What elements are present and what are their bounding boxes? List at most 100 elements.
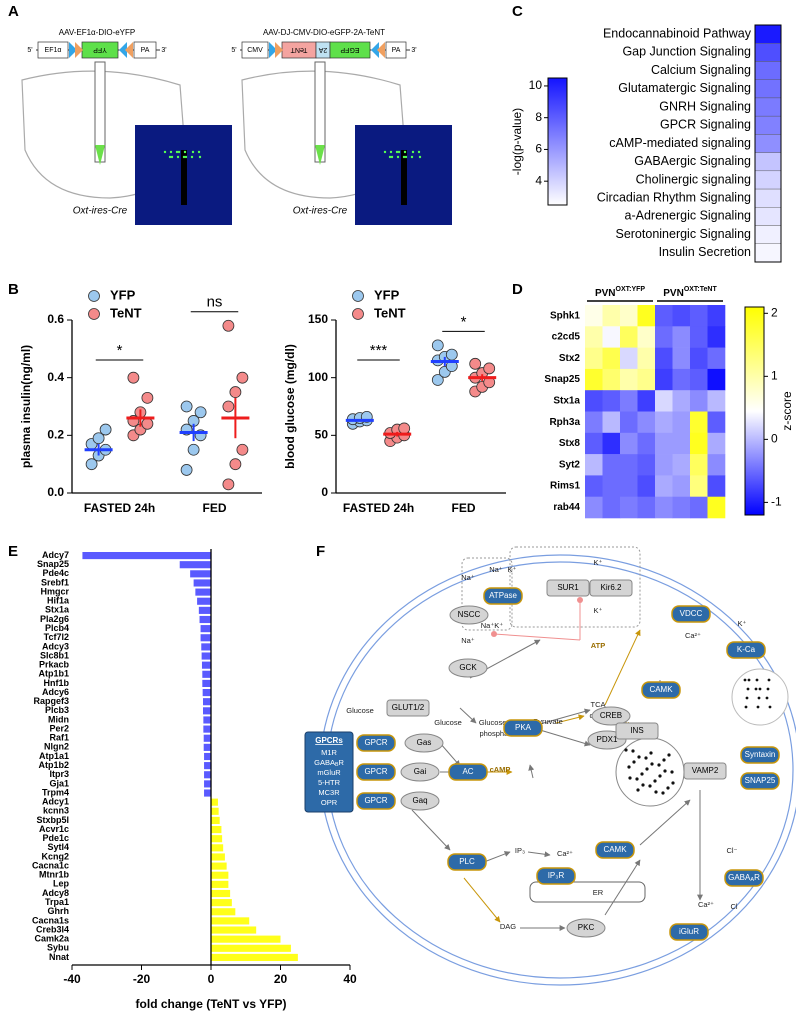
data-point	[398, 422, 411, 435]
colorbar	[547, 77, 568, 206]
node-label: CREB	[600, 711, 622, 720]
bar	[202, 670, 211, 678]
granule	[635, 777, 639, 781]
significance-label: *	[117, 342, 123, 359]
node-box	[726, 641, 766, 659]
heatmap-cell	[707, 475, 726, 497]
construct-label: YFP	[93, 46, 107, 53]
bar	[199, 615, 211, 624]
heatmap-cell	[690, 454, 708, 476]
node-box	[589, 579, 633, 597]
bar	[202, 689, 211, 697]
gene-label: Pde4c	[42, 568, 69, 578]
panel-label: C	[512, 3, 523, 20]
y-axis-label: plasma insulin(ng/ml)	[19, 345, 33, 468]
granule	[636, 788, 640, 792]
label-base: GABA	[314, 758, 335, 767]
construct-end: 3'	[161, 47, 166, 54]
bar	[211, 926, 257, 934]
heatmap-cell	[602, 390, 621, 412]
bar	[82, 552, 211, 560]
gene-label: Nlgn2	[44, 742, 69, 752]
gene-label: Rapgef3	[33, 696, 69, 706]
heatmap-cell	[754, 61, 782, 80]
node-label: VDCC	[680, 609, 703, 618]
node-box	[448, 763, 488, 781]
granule	[767, 678, 771, 682]
gene-label: Camk2a	[34, 934, 70, 944]
node-label: Na⁺	[461, 573, 475, 582]
data-point	[194, 406, 207, 419]
gene-label: Snap25	[544, 374, 580, 385]
vesicle-pool	[615, 737, 685, 807]
legend-marker	[88, 290, 100, 302]
node-label: Glucose	[346, 706, 374, 715]
data-point	[222, 478, 235, 491]
heatmap-cell	[690, 347, 708, 370]
x-tick-label: 40	[343, 972, 357, 986]
granule	[670, 770, 674, 774]
pathway-arrow	[539, 729, 591, 747]
bar	[211, 862, 227, 870]
heatmap-cell	[672, 475, 691, 497]
gene-label: Stx8	[559, 438, 581, 449]
label-tail: R	[338, 758, 344, 767]
data-point	[431, 374, 444, 386]
granule	[756, 705, 760, 709]
granule	[653, 779, 657, 783]
node-label: GPCR	[364, 738, 387, 747]
fluorescent-cell	[182, 155, 186, 159]
heatmap-cell	[637, 390, 656, 412]
inhibition-end	[577, 597, 583, 603]
node-box	[503, 719, 543, 737]
pathway-arrow	[639, 799, 691, 846]
node-label: GCK	[459, 663, 477, 672]
colorbar-tick-label: 8	[535, 110, 542, 124]
construct-title: AAV-DJ-CMV-DIO-eGFP-2A-TeNT	[263, 28, 385, 37]
fluorescent-cell	[168, 155, 172, 159]
label-base: GABA	[728, 873, 751, 882]
gene-label: Atp1a1	[39, 751, 69, 761]
y-tick-label: 50	[315, 428, 329, 442]
heatmap-cell	[707, 432, 726, 455]
node-label: Ca²⁺	[698, 900, 714, 909]
bar	[203, 698, 211, 706]
lox-site	[275, 42, 283, 58]
heatmap-cell	[620, 326, 638, 348]
bar	[211, 798, 218, 806]
x-tick-label: FED	[452, 501, 476, 515]
fluorescent-cell	[177, 150, 181, 154]
heatmap-cell	[672, 326, 691, 348]
legend-label: TeNT	[110, 305, 142, 320]
heatmap-cell	[754, 24, 782, 44]
node-box	[740, 772, 780, 790]
granule	[631, 749, 635, 753]
granule	[628, 776, 632, 780]
heatmap-cell	[754, 170, 782, 190]
bar	[211, 908, 236, 916]
gene-label: Rph3a	[549, 417, 580, 428]
pathway-label: GNRH Signaling	[659, 99, 751, 113]
fluorescent-cell	[388, 155, 392, 159]
granule	[755, 678, 759, 682]
label-tail: R	[754, 873, 760, 882]
fluorescent-cell	[389, 150, 393, 154]
node-box	[669, 923, 709, 941]
panel-label: F	[316, 543, 325, 560]
histology-track	[401, 150, 407, 205]
fluorescent-cell	[175, 150, 179, 154]
node-label: Cl	[730, 902, 737, 911]
bar	[211, 889, 231, 898]
bar	[202, 679, 211, 687]
node-label: NSCC	[458, 610, 481, 619]
gene-label: Adcy1	[42, 797, 69, 807]
data-point	[445, 348, 458, 361]
gene-label: kcnn3	[43, 806, 69, 816]
fluorescent-cell	[395, 150, 399, 154]
node-box	[615, 722, 659, 740]
data-point	[236, 371, 249, 384]
bar	[197, 597, 211, 605]
pathway-arrow	[463, 877, 501, 923]
heatmap-cell	[690, 411, 708, 434]
bar	[211, 935, 281, 943]
